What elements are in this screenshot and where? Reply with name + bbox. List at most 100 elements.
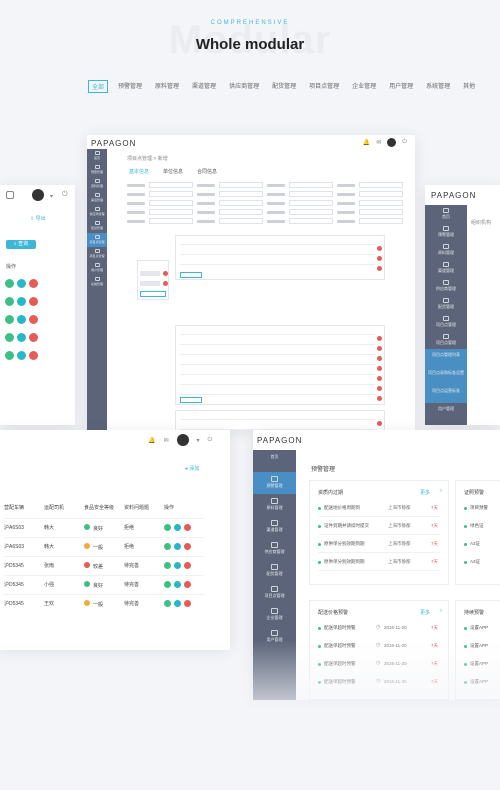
export-button[interactable]: ⇪ 导出 [30, 216, 46, 222]
delete-icon[interactable] [184, 581, 191, 588]
form-field[interactable] [289, 209, 333, 215]
sidebar-item[interactable]: 配货管理 [253, 560, 296, 582]
delete-icon[interactable] [163, 281, 168, 286]
add-button[interactable]: ● 添加 [185, 466, 200, 472]
form-field[interactable] [219, 200, 263, 206]
view-icon[interactable] [17, 351, 26, 361]
form-field[interactable] [149, 200, 193, 206]
logout-icon[interactable]: ⏻ [207, 436, 213, 443]
more-link[interactable]: 更多 [419, 610, 430, 616]
sidebar-item[interactable]: 项目点管理列表 [425, 349, 467, 367]
edit-icon[interactable] [5, 351, 14, 361]
delete-icon[interactable] [377, 336, 382, 341]
sidebar-item[interactable]: 原料管理 [87, 177, 107, 191]
alert-text[interactable]: 证件到期并请续时提交 [324, 523, 369, 528]
sidebar-item[interactable]: 预警管理 [87, 163, 107, 177]
category-item[interactable]: 原料管理 [155, 84, 180, 90]
sidebar-item[interactable]: 项目点管理 [87, 233, 107, 247]
delete-icon[interactable] [29, 279, 38, 289]
cert-text[interactable]: 项目预警 [470, 505, 488, 510]
edit-icon[interactable] [5, 297, 14, 307]
sidebar-item[interactable]: 用户管理 [425, 403, 467, 421]
form-field[interactable] [359, 191, 403, 197]
logout-icon[interactable]: ⏻ [402, 139, 407, 145]
chevron-down-icon[interactable]: ▾ [50, 194, 54, 200]
avatar[interactable] [387, 138, 397, 147]
delete-icon[interactable] [29, 351, 38, 361]
sidebar-item[interactable]: 原料管理 [253, 494, 296, 516]
view-icon[interactable] [17, 315, 26, 325]
sidebar-item[interactable]: 用户管理 [253, 626, 296, 648]
add-button[interactable] [180, 397, 202, 403]
edit-icon[interactable] [164, 543, 171, 550]
avatar[interactable] [32, 189, 44, 201]
category-item[interactable]: 渠道管理 [192, 84, 217, 90]
form-field[interactable] [359, 200, 403, 206]
avatar[interactable] [176, 434, 189, 446]
sidebar-item[interactable]: 预警管理 [425, 223, 467, 241]
category-item[interactable]: 配货管理 [272, 84, 297, 90]
form-field[interactable] [289, 191, 333, 197]
chevron-right-icon[interactable]: › [440, 608, 442, 614]
delete-icon[interactable] [377, 366, 382, 371]
view-icon[interactable] [174, 581, 181, 588]
search-button[interactable]: ⌕ 查询 [6, 240, 36, 249]
delete-icon[interactable] [377, 376, 382, 381]
delete-icon[interactable] [377, 256, 382, 261]
category-item[interactable]: 用户管理 [389, 84, 414, 90]
mail-icon[interactable]: ✉ [163, 437, 169, 444]
edit-icon[interactable] [5, 315, 14, 325]
cert-text[interactable]: A3证 [470, 541, 481, 546]
mail-icon[interactable]: ✉ [376, 140, 382, 146]
alert-text[interactable]: 原供单分别效期到期 [324, 541, 365, 546]
chevron-down-icon[interactable]: ▾ [196, 437, 200, 444]
alert-text[interactable]: 原供单分别效期到期 [324, 559, 365, 564]
delete-icon[interactable] [184, 524, 191, 531]
form-field[interactable] [149, 182, 193, 188]
sidebar-item[interactable]: 供应商管理 [253, 538, 296, 560]
more-link[interactable]: 更多 [419, 490, 430, 496]
unit-list-item[interactable] [140, 271, 160, 276]
sidebar-item[interactable]: 项目点管理 [425, 331, 467, 349]
delete-icon[interactable] [163, 271, 168, 276]
sidebar-item[interactable]: 项目点运营标准 [425, 385, 467, 403]
cert-text[interactable]: 绿色证 [470, 523, 484, 528]
delete-icon[interactable] [377, 396, 382, 401]
view-icon[interactable] [174, 600, 181, 608]
tab-unit[interactable]: 单位信息 [163, 169, 184, 175]
category-item[interactable]: 企业管理 [352, 84, 377, 90]
delete-icon[interactable] [184, 543, 191, 550]
delete-icon[interactable] [377, 356, 382, 361]
delete-icon[interactable] [184, 600, 191, 608]
delete-icon[interactable] [377, 246, 382, 251]
sidebar-item[interactable]: 配货管理 [425, 295, 467, 313]
sidebar-item[interactable]: 首页 [87, 149, 107, 163]
unit-list-item[interactable] [140, 281, 160, 286]
alert-text[interactable]: 配送地价格周期到 [324, 505, 360, 510]
logout-icon[interactable]: ⏻ [62, 191, 68, 198]
sidebar-item[interactable]: 首页 [253, 450, 296, 472]
sidebar-item[interactable]: 项目点管理 [87, 247, 107, 261]
sidebar-item[interactable]: 首页 [425, 205, 467, 223]
delete-icon[interactable] [29, 297, 38, 307]
edit-icon[interactable] [164, 581, 171, 588]
category-item[interactable]: 预警管理 [118, 84, 143, 90]
sidebar-item[interactable]: 配货管理 [87, 219, 107, 233]
edit-icon[interactable] [164, 524, 171, 531]
category-all[interactable]: 全部 [88, 80, 109, 93]
category-item[interactable]: 供应商管理 [229, 84, 260, 90]
form-field[interactable] [219, 182, 263, 188]
alert-text[interactable]: 配送单超时预警 [324, 625, 356, 630]
form-field[interactable] [219, 191, 263, 197]
form-field[interactable] [359, 182, 403, 188]
sidebar-item[interactable]: 用户管理 [87, 261, 107, 275]
ongoing-text[interactable]: 设置APP [470, 625, 489, 630]
edit-icon[interactable] [164, 562, 171, 569]
sidebar-item[interactable]: 项目点管理 [425, 313, 467, 331]
view-icon[interactable] [17, 279, 26, 289]
delete-icon[interactable] [184, 562, 191, 569]
form-field[interactable] [219, 209, 263, 215]
form-field[interactable] [149, 209, 193, 215]
view-icon[interactable] [17, 297, 26, 307]
sidebar-item[interactable]: 供应商管理 [87, 205, 107, 219]
